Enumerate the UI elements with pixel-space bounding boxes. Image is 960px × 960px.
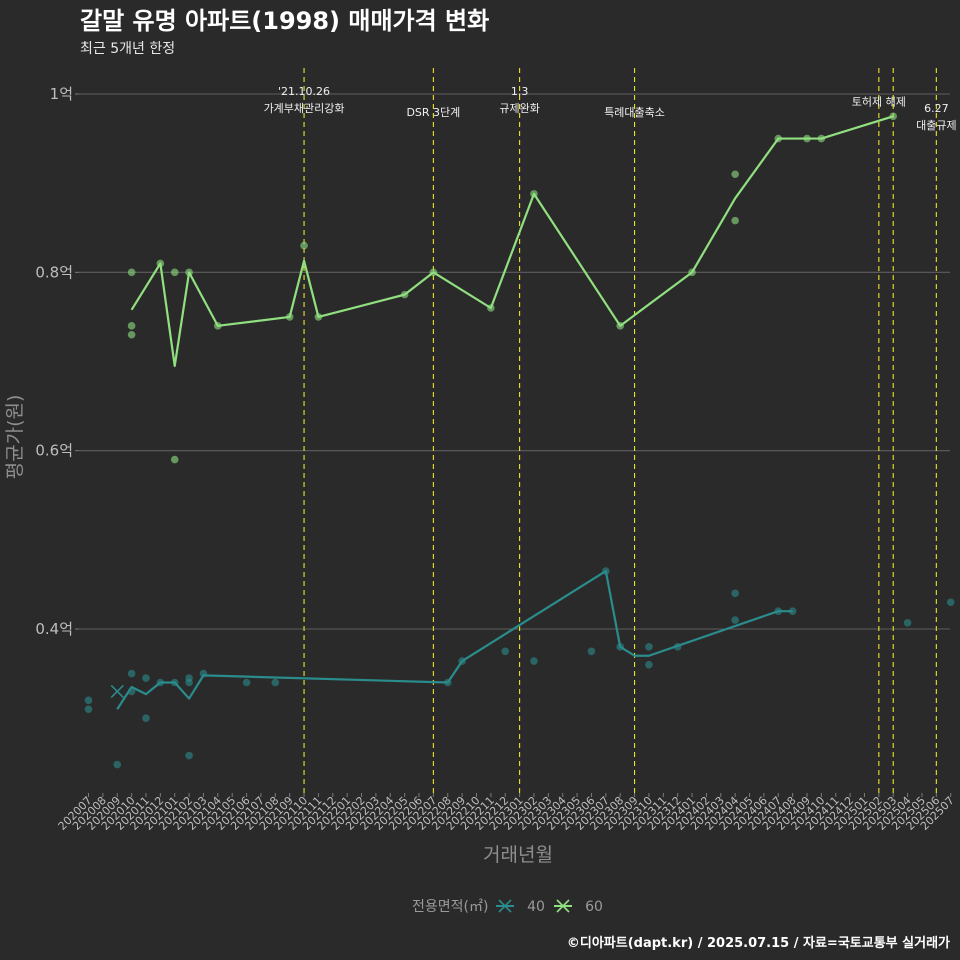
policy-event-labels: '21.10.26 가계부채관리강화 DSR 3단계 1.3 규제완화 특례대출축소 토허제… bbox=[264, 85, 957, 132]
data-point-60 bbox=[817, 134, 826, 143]
data-point-40 bbox=[170, 678, 179, 687]
data-point-40 bbox=[84, 696, 93, 705]
data-point-60 bbox=[300, 241, 308, 250]
series-lines bbox=[116, 115, 894, 710]
chart-title: 갈말 유명 아파트(1998) 매매가격 변화 bbox=[80, 7, 489, 35]
data-point-40 bbox=[185, 678, 193, 687]
data-point-60 bbox=[731, 216, 739, 225]
data-point-40 bbox=[458, 657, 466, 665]
data-point-40 bbox=[113, 760, 122, 769]
x-axis-title: 거래년월 bbox=[483, 844, 553, 866]
data-point-40 bbox=[616, 643, 624, 651]
data-point-60 bbox=[400, 290, 409, 299]
series-marker-40 bbox=[110, 684, 124, 698]
data-point-60 bbox=[774, 134, 783, 143]
data-point-60 bbox=[616, 322, 624, 330]
data-point-40 bbox=[271, 678, 280, 687]
x-axis-ticks: 2020072020082020092020102020112020122021… bbox=[56, 793, 957, 833]
data-point-40 bbox=[587, 647, 596, 656]
event-label: 대출규제 bbox=[916, 119, 956, 132]
legend-title: 전용면적(㎡) bbox=[412, 899, 488, 915]
source-caption: ©디아파트(dapt.kr) / 2025.07.15 / 자료=국토교통부 실… bbox=[567, 935, 950, 951]
data-point-40 bbox=[903, 618, 912, 627]
event-label: 특례대출축소 bbox=[604, 106, 665, 119]
data-point-40 bbox=[673, 643, 682, 651]
data-point-40 bbox=[156, 678, 165, 687]
event-label: '21.10.26 bbox=[278, 85, 330, 98]
policy-event-lines bbox=[303, 68, 937, 793]
data-point-40 bbox=[731, 589, 739, 598]
data-point-60 bbox=[285, 313, 294, 321]
legend-label: 40 bbox=[527, 899, 545, 915]
chart-subtitle: 최근 5개년 한정 bbox=[80, 41, 175, 57]
legend: 전용면적(㎡) 40 60 bbox=[412, 899, 603, 915]
legend-key-cross bbox=[556, 899, 570, 913]
data-point-40 bbox=[731, 616, 739, 624]
legend-items: 40 60 bbox=[496, 899, 603, 915]
data-point-60 bbox=[429, 268, 438, 277]
data-point-40 bbox=[946, 598, 955, 607]
y-axis-title: 평균가(원) bbox=[4, 395, 26, 480]
data-point-40 bbox=[199, 669, 208, 678]
data-point-60 bbox=[214, 322, 222, 330]
event-label: 1.3 bbox=[511, 85, 529, 98]
event-label: 토허제 해제 bbox=[852, 95, 906, 109]
y-tick-label: 1억 bbox=[50, 85, 73, 103]
event-label: 규제완화 bbox=[499, 102, 539, 115]
data-point-60 bbox=[185, 268, 193, 277]
data-point-60 bbox=[803, 134, 811, 143]
data-point-60 bbox=[127, 322, 136, 330]
data-point-40 bbox=[645, 643, 653, 651]
data-point-40 bbox=[142, 674, 150, 682]
data-point-40 bbox=[530, 657, 538, 665]
data-point-60 bbox=[127, 330, 136, 339]
data-point-40 bbox=[645, 660, 653, 669]
y-tick-label: 0.4억 bbox=[35, 620, 73, 638]
data-point-60 bbox=[688, 268, 696, 277]
legend-label: 60 bbox=[585, 899, 603, 915]
series-points bbox=[84, 112, 955, 769]
series-line-40 bbox=[116, 569, 793, 710]
gridlines bbox=[79, 93, 950, 630]
data-point-40 bbox=[142, 714, 150, 722]
data-point-40 bbox=[84, 705, 93, 714]
data-point-40 bbox=[501, 647, 510, 656]
y-axis-ticks: 0.4억 0.6억 0.8억 1억 bbox=[35, 85, 79, 638]
data-point-60 bbox=[731, 170, 739, 179]
y-tick-label: 0.8억 bbox=[35, 263, 73, 281]
data-point-40 bbox=[127, 687, 136, 696]
data-point-40 bbox=[127, 669, 136, 678]
data-point-40 bbox=[242, 678, 251, 687]
data-point-60 bbox=[314, 313, 323, 321]
data-point-40 bbox=[443, 678, 452, 687]
y-tick-label: 0.6억 bbox=[35, 442, 73, 460]
series-line-60 bbox=[130, 115, 894, 368]
data-point-40 bbox=[788, 607, 797, 615]
data-point-60 bbox=[530, 190, 538, 198]
data-point-60 bbox=[889, 112, 898, 121]
data-point-60 bbox=[156, 259, 165, 268]
data-point-40 bbox=[602, 567, 610, 575]
legend-key-cross bbox=[498, 899, 512, 913]
data-point-40 bbox=[185, 751, 193, 760]
event-label: 6.27 bbox=[924, 102, 949, 115]
data-point-60 bbox=[487, 304, 495, 312]
data-point-60 bbox=[170, 455, 179, 464]
data-point-40 bbox=[774, 607, 783, 615]
data-point-60 bbox=[127, 268, 136, 277]
event-label: 가계부채관리강화 bbox=[264, 102, 345, 115]
event-label: DSR 3단계 bbox=[406, 106, 460, 119]
data-point-60 bbox=[170, 268, 179, 277]
